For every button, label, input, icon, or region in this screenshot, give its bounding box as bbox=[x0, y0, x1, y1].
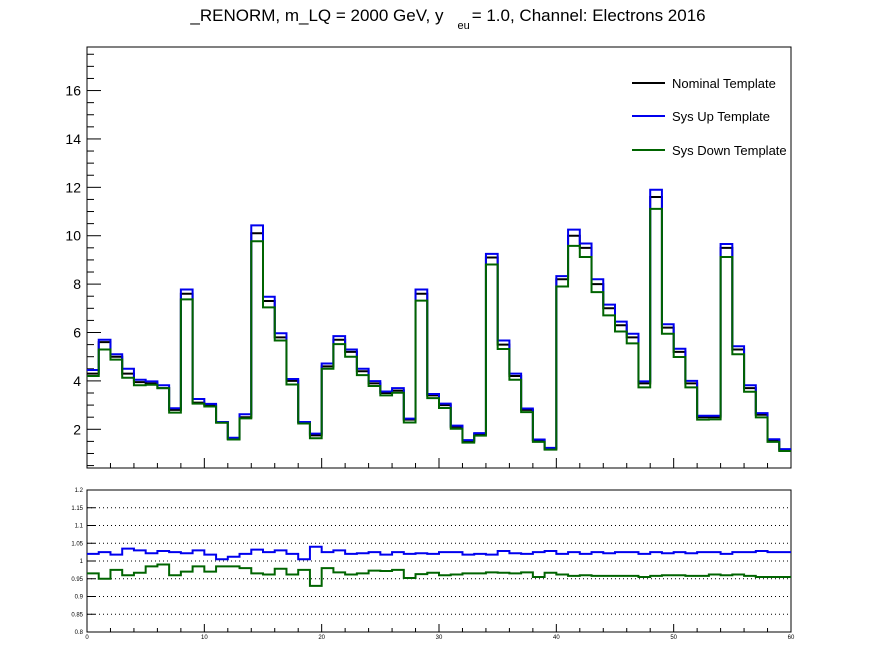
series-line-sys-up bbox=[87, 188, 791, 451]
ratio-y-tick-label: 1.2 bbox=[75, 488, 84, 494]
ratio-y-tick-label: 1.1 bbox=[75, 524, 84, 530]
chart-title: _RENORM, m_LQ = 2000 GeV, y eu= 1.0, Chan… bbox=[0, 6, 896, 32]
title-main: _RENORM, m_LQ = 2000 GeV, y bbox=[190, 6, 444, 25]
y-tick-label: 12 bbox=[65, 179, 81, 195]
ratio-series-up bbox=[87, 545, 791, 561]
y-tick-label: 16 bbox=[65, 83, 81, 99]
legend-label-up: Sys Up Template bbox=[672, 109, 770, 124]
series-line-sys-down bbox=[87, 207, 791, 453]
y-tick-label: 4 bbox=[73, 373, 81, 389]
ratio-x-tick-label: 30 bbox=[436, 635, 443, 641]
title-rest: = 1.0, Channel: Electrons 2016 bbox=[471, 6, 706, 25]
ratio-x-tick-label: 40 bbox=[553, 635, 560, 641]
top-pad: 2 4 6 8 10 12 14 16 bbox=[65, 46, 792, 469]
ratio-pad: 0.8 0.85 0.9 0.95 1 1.05 1.1 1.15 1.2 0 10 20 30 40 50… bbox=[71, 488, 795, 641]
ratio-y-tick-label: 0.95 bbox=[71, 577, 83, 583]
ratio-y-tick-label: 0.9 bbox=[75, 595, 84, 601]
title-subscript: eu bbox=[457, 20, 470, 32]
ratio-y-tick-label: 1.05 bbox=[71, 541, 83, 547]
ratio-x-tick-label: 0 bbox=[85, 635, 89, 641]
y-tick-label: 14 bbox=[65, 131, 81, 147]
ratio-y-tick-label: 1.15 bbox=[71, 506, 83, 512]
ratio-y-tick-label: 1 bbox=[80, 559, 84, 565]
ratio-series-down bbox=[87, 563, 791, 587]
ratio-x-tick-label: 50 bbox=[670, 635, 677, 641]
y-tick-label: 8 bbox=[73, 276, 81, 292]
ratio-x-tick-label: 20 bbox=[318, 635, 325, 641]
ratio-y-tick-label: 0.8 bbox=[75, 630, 84, 636]
legend-label-nominal: Nominal Template bbox=[672, 76, 776, 91]
legend: Nominal Template Sys Up Template Sys Dow… bbox=[632, 76, 787, 158]
legend-label-down: Sys Down Template bbox=[672, 143, 787, 158]
y-tick-label: 6 bbox=[73, 325, 81, 341]
ratio-x-tick-label: 10 bbox=[201, 635, 208, 641]
y-tick-label: 10 bbox=[65, 228, 81, 244]
ratio-x-tick-label: 60 bbox=[788, 635, 795, 641]
y-tick-label: 2 bbox=[73, 421, 81, 437]
ratio-y-tick-label: 0.85 bbox=[71, 612, 83, 618]
